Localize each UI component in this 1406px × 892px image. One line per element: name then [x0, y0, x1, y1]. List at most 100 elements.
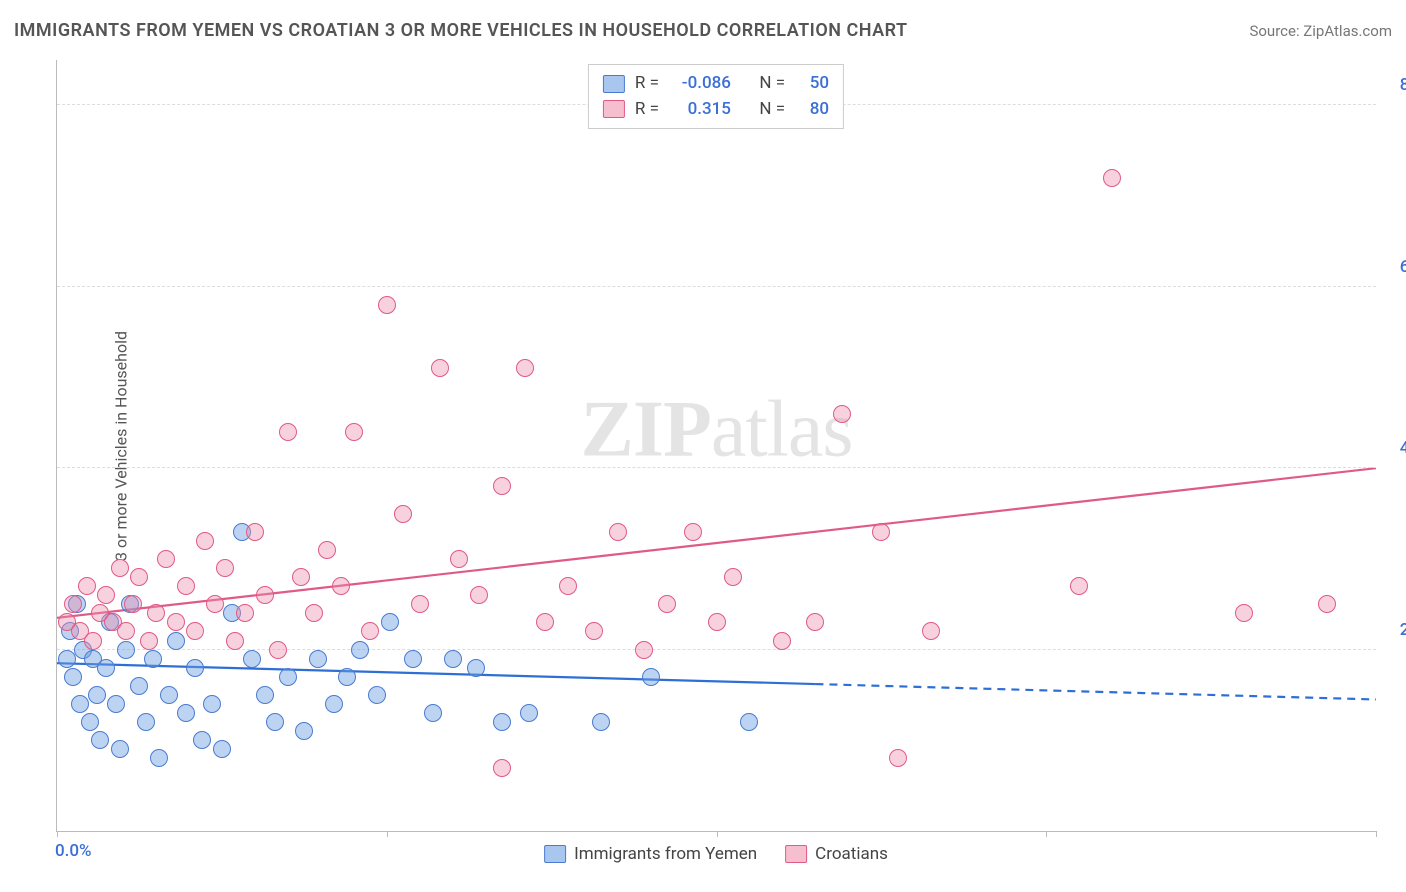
data-point	[196, 532, 214, 550]
data-point	[431, 359, 449, 377]
n-value: 80	[795, 97, 829, 123]
x-tick	[1046, 831, 1047, 837]
swatch-icon	[544, 845, 566, 863]
data-point	[243, 650, 261, 668]
data-point	[536, 613, 554, 631]
data-point	[256, 686, 274, 704]
data-point	[58, 650, 76, 668]
data-point	[266, 713, 284, 731]
data-point	[338, 668, 356, 686]
correlation-row: R = 0.315 N = 80	[603, 97, 829, 123]
swatch-icon	[785, 845, 807, 863]
data-point	[516, 359, 534, 377]
data-point	[345, 423, 363, 441]
data-point	[493, 713, 511, 731]
data-point	[150, 749, 168, 767]
data-point	[520, 704, 538, 722]
data-point	[256, 586, 274, 604]
data-point	[111, 559, 129, 577]
x-tick	[57, 831, 58, 837]
data-point	[325, 695, 343, 713]
data-point	[203, 695, 221, 713]
data-point	[269, 641, 287, 659]
data-point	[279, 423, 297, 441]
data-point	[64, 595, 82, 613]
data-point	[117, 641, 135, 659]
data-point	[592, 713, 610, 731]
data-point	[137, 713, 155, 731]
data-point	[130, 568, 148, 586]
data-point	[806, 613, 824, 631]
data-point	[467, 659, 485, 677]
data-point	[124, 595, 142, 613]
data-point	[378, 296, 396, 314]
data-point	[585, 622, 603, 640]
legend-label: Immigrants from Yemen	[574, 844, 757, 864]
data-point	[635, 641, 653, 659]
data-point	[246, 523, 264, 541]
n-value: 50	[795, 71, 829, 97]
data-point	[226, 632, 244, 650]
data-point	[117, 622, 135, 640]
data-point	[64, 668, 82, 686]
r-label: R =	[635, 71, 659, 97]
legend-item-croatians: Croatians	[785, 844, 888, 864]
data-point	[84, 632, 102, 650]
x-tick	[387, 831, 388, 837]
data-point	[642, 668, 660, 686]
data-point	[684, 523, 702, 541]
data-point	[559, 577, 577, 595]
source-text: Source: ZipAtlas.com	[1249, 22, 1392, 40]
data-point	[213, 740, 231, 758]
data-point	[236, 604, 254, 622]
data-point	[773, 632, 791, 650]
data-point	[81, 713, 99, 731]
y-tick-label: 20.0%	[1400, 620, 1406, 640]
data-point	[157, 550, 175, 568]
data-point	[1070, 577, 1088, 595]
n-label: N =	[759, 97, 785, 123]
data-point	[91, 731, 109, 749]
gridline	[57, 286, 1376, 287]
data-point	[1235, 604, 1253, 622]
data-point	[193, 731, 211, 749]
r-label: R =	[635, 97, 659, 123]
data-point	[206, 595, 224, 613]
data-point	[97, 586, 115, 604]
data-point	[404, 650, 422, 668]
data-point	[833, 405, 851, 423]
data-point	[361, 622, 379, 640]
data-point	[872, 523, 890, 541]
series-legend: Immigrants from Yemen Croatians	[544, 844, 888, 864]
data-point	[186, 659, 204, 677]
data-point	[658, 595, 676, 613]
y-tick-label: 60.0%	[1400, 257, 1406, 277]
data-point	[107, 695, 125, 713]
data-point	[167, 613, 185, 631]
data-point	[318, 541, 336, 559]
data-point	[160, 686, 178, 704]
x-tick-label: 0.0%	[55, 841, 92, 861]
data-point	[71, 695, 89, 713]
data-point	[177, 577, 195, 595]
r-value: 0.315	[669, 97, 731, 123]
y-tick-label: 40.0%	[1400, 438, 1406, 458]
scatter-plot: ZIPatlas 20.0%40.0%60.0%80.0%0.0%40.0% R…	[56, 60, 1376, 832]
data-point	[332, 577, 350, 595]
data-point	[444, 650, 462, 668]
y-tick-label: 80.0%	[1400, 75, 1406, 95]
data-point	[97, 659, 115, 677]
data-point	[130, 677, 148, 695]
watermark: ZIPatlas	[581, 385, 853, 476]
data-point	[216, 559, 234, 577]
n-label: N =	[759, 71, 785, 97]
data-point	[147, 604, 165, 622]
data-point	[493, 759, 511, 777]
x-tick	[717, 831, 718, 837]
data-point	[351, 641, 369, 659]
data-point	[292, 568, 310, 586]
data-point	[708, 613, 726, 631]
legend-item-yemen: Immigrants from Yemen	[544, 844, 757, 864]
data-point	[186, 622, 204, 640]
data-point	[424, 704, 442, 722]
